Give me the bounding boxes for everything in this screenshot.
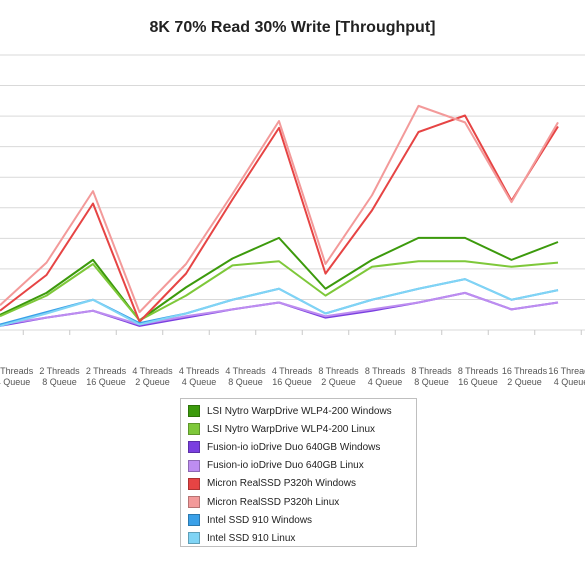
legend: LSI Nytro WarpDrive WLP4-200 Windows LSI … [180, 398, 417, 547]
legend-item: LSI Nytro WarpDrive WLP4-200 Windows [188, 402, 416, 420]
legend-swatch [188, 441, 200, 454]
legend-swatch [188, 477, 200, 490]
series-line-6 [0, 104, 559, 314]
legend-item: Micron RealSSD P320h Windows [188, 475, 416, 493]
series-line-5 [0, 114, 559, 323]
legend-item: Micron RealSSD P320h Linux [188, 493, 416, 511]
x-tick-label: 8 Threads 8 Queue [411, 366, 452, 387]
x-tick-label: 8 Threads 16 Queue [458, 366, 499, 387]
chart-title: 8K 70% Read 30% Write [Throughput] [149, 19, 436, 36]
x-tick-label: 4 Threads 4 Queue [179, 366, 220, 387]
series-line-3 [0, 291, 559, 327]
legend-swatch [188, 514, 200, 527]
series-line-4 [0, 291, 559, 326]
x-tick-label: 2 Threads 8 Queue [39, 366, 80, 387]
series-line-8 [0, 278, 559, 327]
legend-swatch [188, 459, 200, 472]
legend-swatch [188, 496, 200, 509]
legend-swatch [188, 423, 200, 436]
legend-item: Intel SSD 910 Windows [188, 511, 416, 529]
x-tick-label: 16 Threads 2 Queue [502, 366, 548, 387]
legend-label: Micron RealSSD P320h Windows [207, 478, 356, 490]
legend-label: Micron RealSSD P320h Linux [207, 496, 340, 508]
x-tick-label: 4 Threads 8 Queue [225, 366, 266, 387]
legend-label: LSI Nytro WarpDrive WLP4-200 Linux [207, 423, 376, 435]
x-tick-label: 4 Threads 16 Queue [272, 366, 313, 387]
series-line-1 [0, 236, 559, 322]
legend-label: LSI Nytro WarpDrive WLP4-200 Windows [207, 405, 392, 417]
x-tick-label: 8 Threads 4 Queue [365, 366, 406, 387]
gridlines [0, 54, 585, 335]
legend-item: Fusion-io ioDrive Duo 640GB Windows [188, 438, 416, 456]
legend-label: Intel SSD 910 Windows [207, 514, 313, 526]
legend-item: LSI Nytro WarpDrive WLP4-200 Linux [188, 420, 416, 438]
legend-swatch [188, 532, 200, 545]
x-tick-label: 4 Threads 2 Queue [132, 366, 173, 387]
legend-item: Intel SSD 910 Linux [188, 529, 416, 547]
legend-item: Fusion-io ioDrive Duo 640GB Linux [188, 457, 416, 475]
series-lines [0, 104, 559, 327]
x-tick-label: 2 Threads 16 Queue [86, 366, 127, 387]
legend-label: Fusion-io ioDrive Duo 640GB Windows [207, 441, 381, 453]
series-line-2 [0, 260, 559, 322]
x-tick-label: 8 Threads 2 Queue [318, 366, 359, 387]
legend-label: Fusion-io ioDrive Duo 640GB Linux [207, 460, 364, 472]
legend-swatch [188, 405, 200, 418]
legend-label: Intel SSD 910 Linux [207, 532, 296, 544]
